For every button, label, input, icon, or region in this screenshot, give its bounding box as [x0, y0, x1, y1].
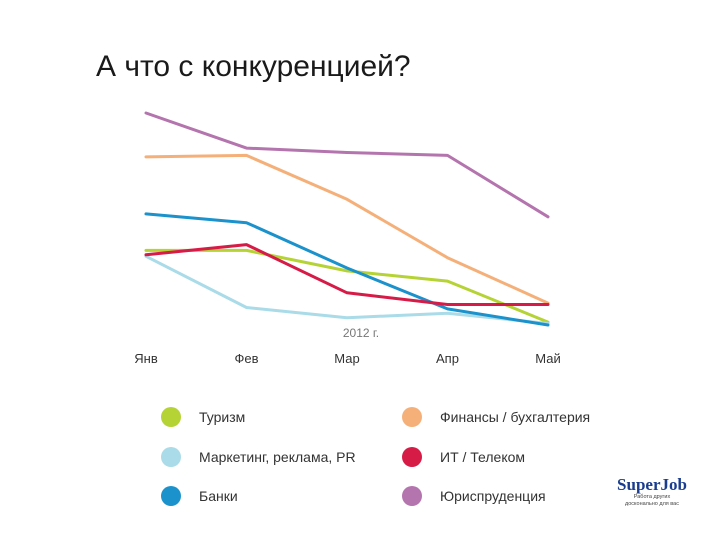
chart-subtitle: 2012 г. [343, 326, 379, 340]
logo-tagline-1: Работа других [633, 494, 671, 500]
x-tick-label: Фев [234, 351, 258, 366]
x-tick-label: Янв [134, 351, 158, 366]
series-line-5 [144, 111, 550, 219]
series-line-1 [144, 254, 550, 325]
x-tick-label: Май [535, 351, 560, 366]
series-line-2 [144, 212, 550, 327]
series-line-3 [144, 153, 550, 305]
superjob-logo: SuperJob Работа других досконально для в… [612, 476, 692, 508]
logo-name: SuperJob [617, 475, 687, 494]
x-tick-label: Апр [436, 351, 459, 366]
series-line-0 [144, 248, 550, 324]
series-line-4 [144, 243, 550, 306]
logo-tagline-2: досконально для вас [625, 501, 679, 507]
x-tick-label: Мар [334, 351, 359, 366]
slide-title: А что с конкуренцией? [96, 50, 411, 83]
